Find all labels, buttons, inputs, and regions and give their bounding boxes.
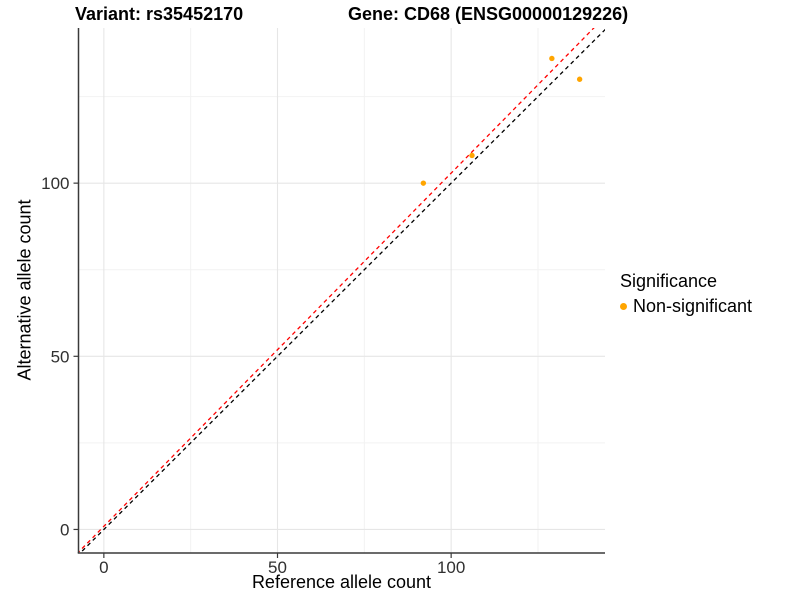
data-point	[469, 152, 475, 159]
gridlines-minor	[78, 28, 605, 553]
identity-line	[79, 28, 605, 553]
y-tick-labels: 0 50 100	[41, 174, 69, 539]
gene-title: Gene: CD68 (ENSG00000129226)	[348, 4, 629, 24]
tick-marks	[73, 182, 452, 558]
legend-item: Non-significant	[620, 296, 752, 317]
x-axis-title: Reference allele count	[251, 572, 432, 592]
data-point	[549, 55, 555, 62]
y-tick-label: 50	[51, 347, 70, 366]
legend-title: Significance	[620, 271, 718, 291]
x-tick-labels: 0 50 100	[99, 558, 465, 577]
x-tick-label: 0	[99, 558, 108, 577]
series-non-significant	[420, 55, 583, 186]
variant-title: Variant: rs35452170	[75, 4, 244, 24]
y-axis-title: Alternative allele count	[14, 199, 35, 381]
legend-point-icon	[620, 303, 627, 310]
y-tick-label: 100	[41, 174, 69, 193]
axis-lines	[77, 28, 605, 554]
y-tick-label: 0	[60, 520, 69, 539]
data-point	[420, 180, 427, 186]
data-point	[576, 76, 583, 82]
legend-item-label: Non-significant	[633, 296, 753, 316]
x-tick-label: 100	[437, 558, 465, 577]
gridlines-major	[78, 28, 605, 553]
x-tick-label: 50	[268, 558, 287, 577]
fit-line	[78, 28, 595, 553]
legend: Significance Non-significant	[620, 271, 752, 317]
